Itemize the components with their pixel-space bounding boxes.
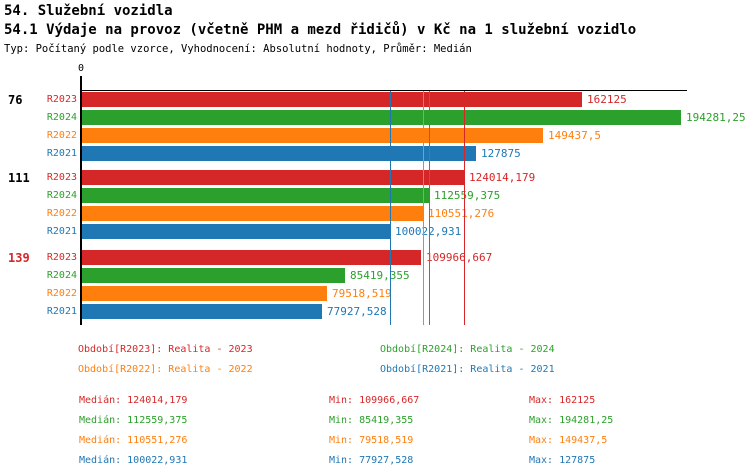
series-label-111-R2021: R2021 <box>46 226 77 237</box>
legend-item-r2024: Období[R2024]: Realita - 2024 <box>380 344 555 355</box>
series-label-139-R2021: R2021 <box>46 306 77 317</box>
bar-139-R2022 <box>82 286 327 301</box>
y-axis-line <box>80 76 82 325</box>
bar-76-R2022 <box>82 128 543 143</box>
bar-111-R2022 <box>82 206 423 221</box>
median-line-R2023 <box>464 91 465 325</box>
report-type-line: Typ: Počítaný podle vzorce, Vyhodnocení:… <box>4 43 472 55</box>
bar-value-139-R2023: 109966,667 <box>426 251 493 264</box>
axis-zero-label: 0 <box>77 63 85 74</box>
series-label-76-R2022: R2022 <box>46 130 77 141</box>
series-label-111-R2023: R2023 <box>46 172 77 183</box>
bar-111-R2021 <box>82 224 390 239</box>
group-label-111: 111 <box>8 171 30 185</box>
report-subtitle: 54.1 Výdaje na provoz (včetně PHM a mezd… <box>4 22 637 38</box>
bar-76-R2021 <box>82 146 476 161</box>
series-label-139-R2022: R2022 <box>46 288 77 299</box>
series-label-111-R2024: R2024 <box>46 190 77 201</box>
stat-median-r2021: Medián: 100022,931 <box>79 455 188 466</box>
stat-min-r2024: Min: 85419,355 <box>329 415 414 426</box>
bar-139-R2021 <box>82 304 322 319</box>
bar-76-R2024 <box>82 110 681 125</box>
series-label-139-R2023: R2023 <box>46 252 77 263</box>
bar-139-R2023 <box>82 250 421 265</box>
bar-chart: 0 76 R2023 162125 R2024 194281,25 R2022 149437… <box>8 63 746 325</box>
group-label-76: 76 <box>8 93 23 107</box>
bar-value-139-R2024: 85419,355 <box>350 269 410 282</box>
bar-139-R2024 <box>82 268 345 283</box>
report-title: 54. Služební vozidla <box>4 3 173 19</box>
legend-item-r2021: Období[R2021]: Realita - 2021 <box>380 364 555 375</box>
x-axis-line <box>81 90 687 91</box>
median-line-R2024 <box>429 91 430 325</box>
series-label-76-R2024: R2024 <box>46 112 77 123</box>
series-label-76-R2023: R2023 <box>46 94 77 105</box>
stat-min-r2022: Min: 79518,519 <box>329 435 414 446</box>
bar-value-139-R2021: 77927,528 <box>327 305 387 318</box>
stat-median-r2024: Medián: 112559,375 <box>79 415 188 426</box>
bar-value-76-R2021: 127875 <box>481 147 521 160</box>
stat-max-r2023: Max: 162125 <box>529 395 596 406</box>
bar-value-139-R2022: 79518,519 <box>332 287 392 300</box>
bar-value-111-R2022: 110551,276 <box>428 207 495 220</box>
stat-max-r2024: Max: 194281,25 <box>529 415 614 426</box>
median-line-R2022 <box>423 91 424 325</box>
stat-min-r2021: Min: 77927,528 <box>329 455 414 466</box>
group-label-139: 139 <box>8 251 30 265</box>
bar-value-76-R2023: 162125 <box>587 93 627 106</box>
stat-max-r2022: Max: 149437,5 <box>529 435 608 446</box>
series-label-139-R2024: R2024 <box>46 270 77 281</box>
bar-value-111-R2023: 124014,179 <box>469 171 536 184</box>
stat-median-r2023: Medián: 124014,179 <box>79 395 188 406</box>
bar-76-R2023 <box>82 92 582 107</box>
bar-111-R2024 <box>82 188 429 203</box>
stat-min-r2023: Min: 109966,667 <box>329 395 420 406</box>
stat-median-r2022: Medián: 110551,276 <box>79 435 188 446</box>
bar-111-R2023 <box>82 170 464 185</box>
bar-value-111-R2024: 112559,375 <box>434 189 501 202</box>
bar-value-76-R2024: 194281,25 <box>686 111 746 124</box>
bar-value-76-R2022: 149437,5 <box>548 129 601 142</box>
series-label-111-R2022: R2022 <box>46 208 77 219</box>
stat-max-r2021: Max: 127875 <box>529 455 596 466</box>
series-label-76-R2021: R2021 <box>46 148 77 159</box>
legend-item-r2022: Období[R2022]: Realita - 2022 <box>78 364 253 375</box>
median-line-R2021 <box>390 91 391 325</box>
bar-value-111-R2021: 100022,931 <box>395 224 461 239</box>
legend-item-r2023: Období[R2023]: Realita - 2023 <box>78 344 253 355</box>
